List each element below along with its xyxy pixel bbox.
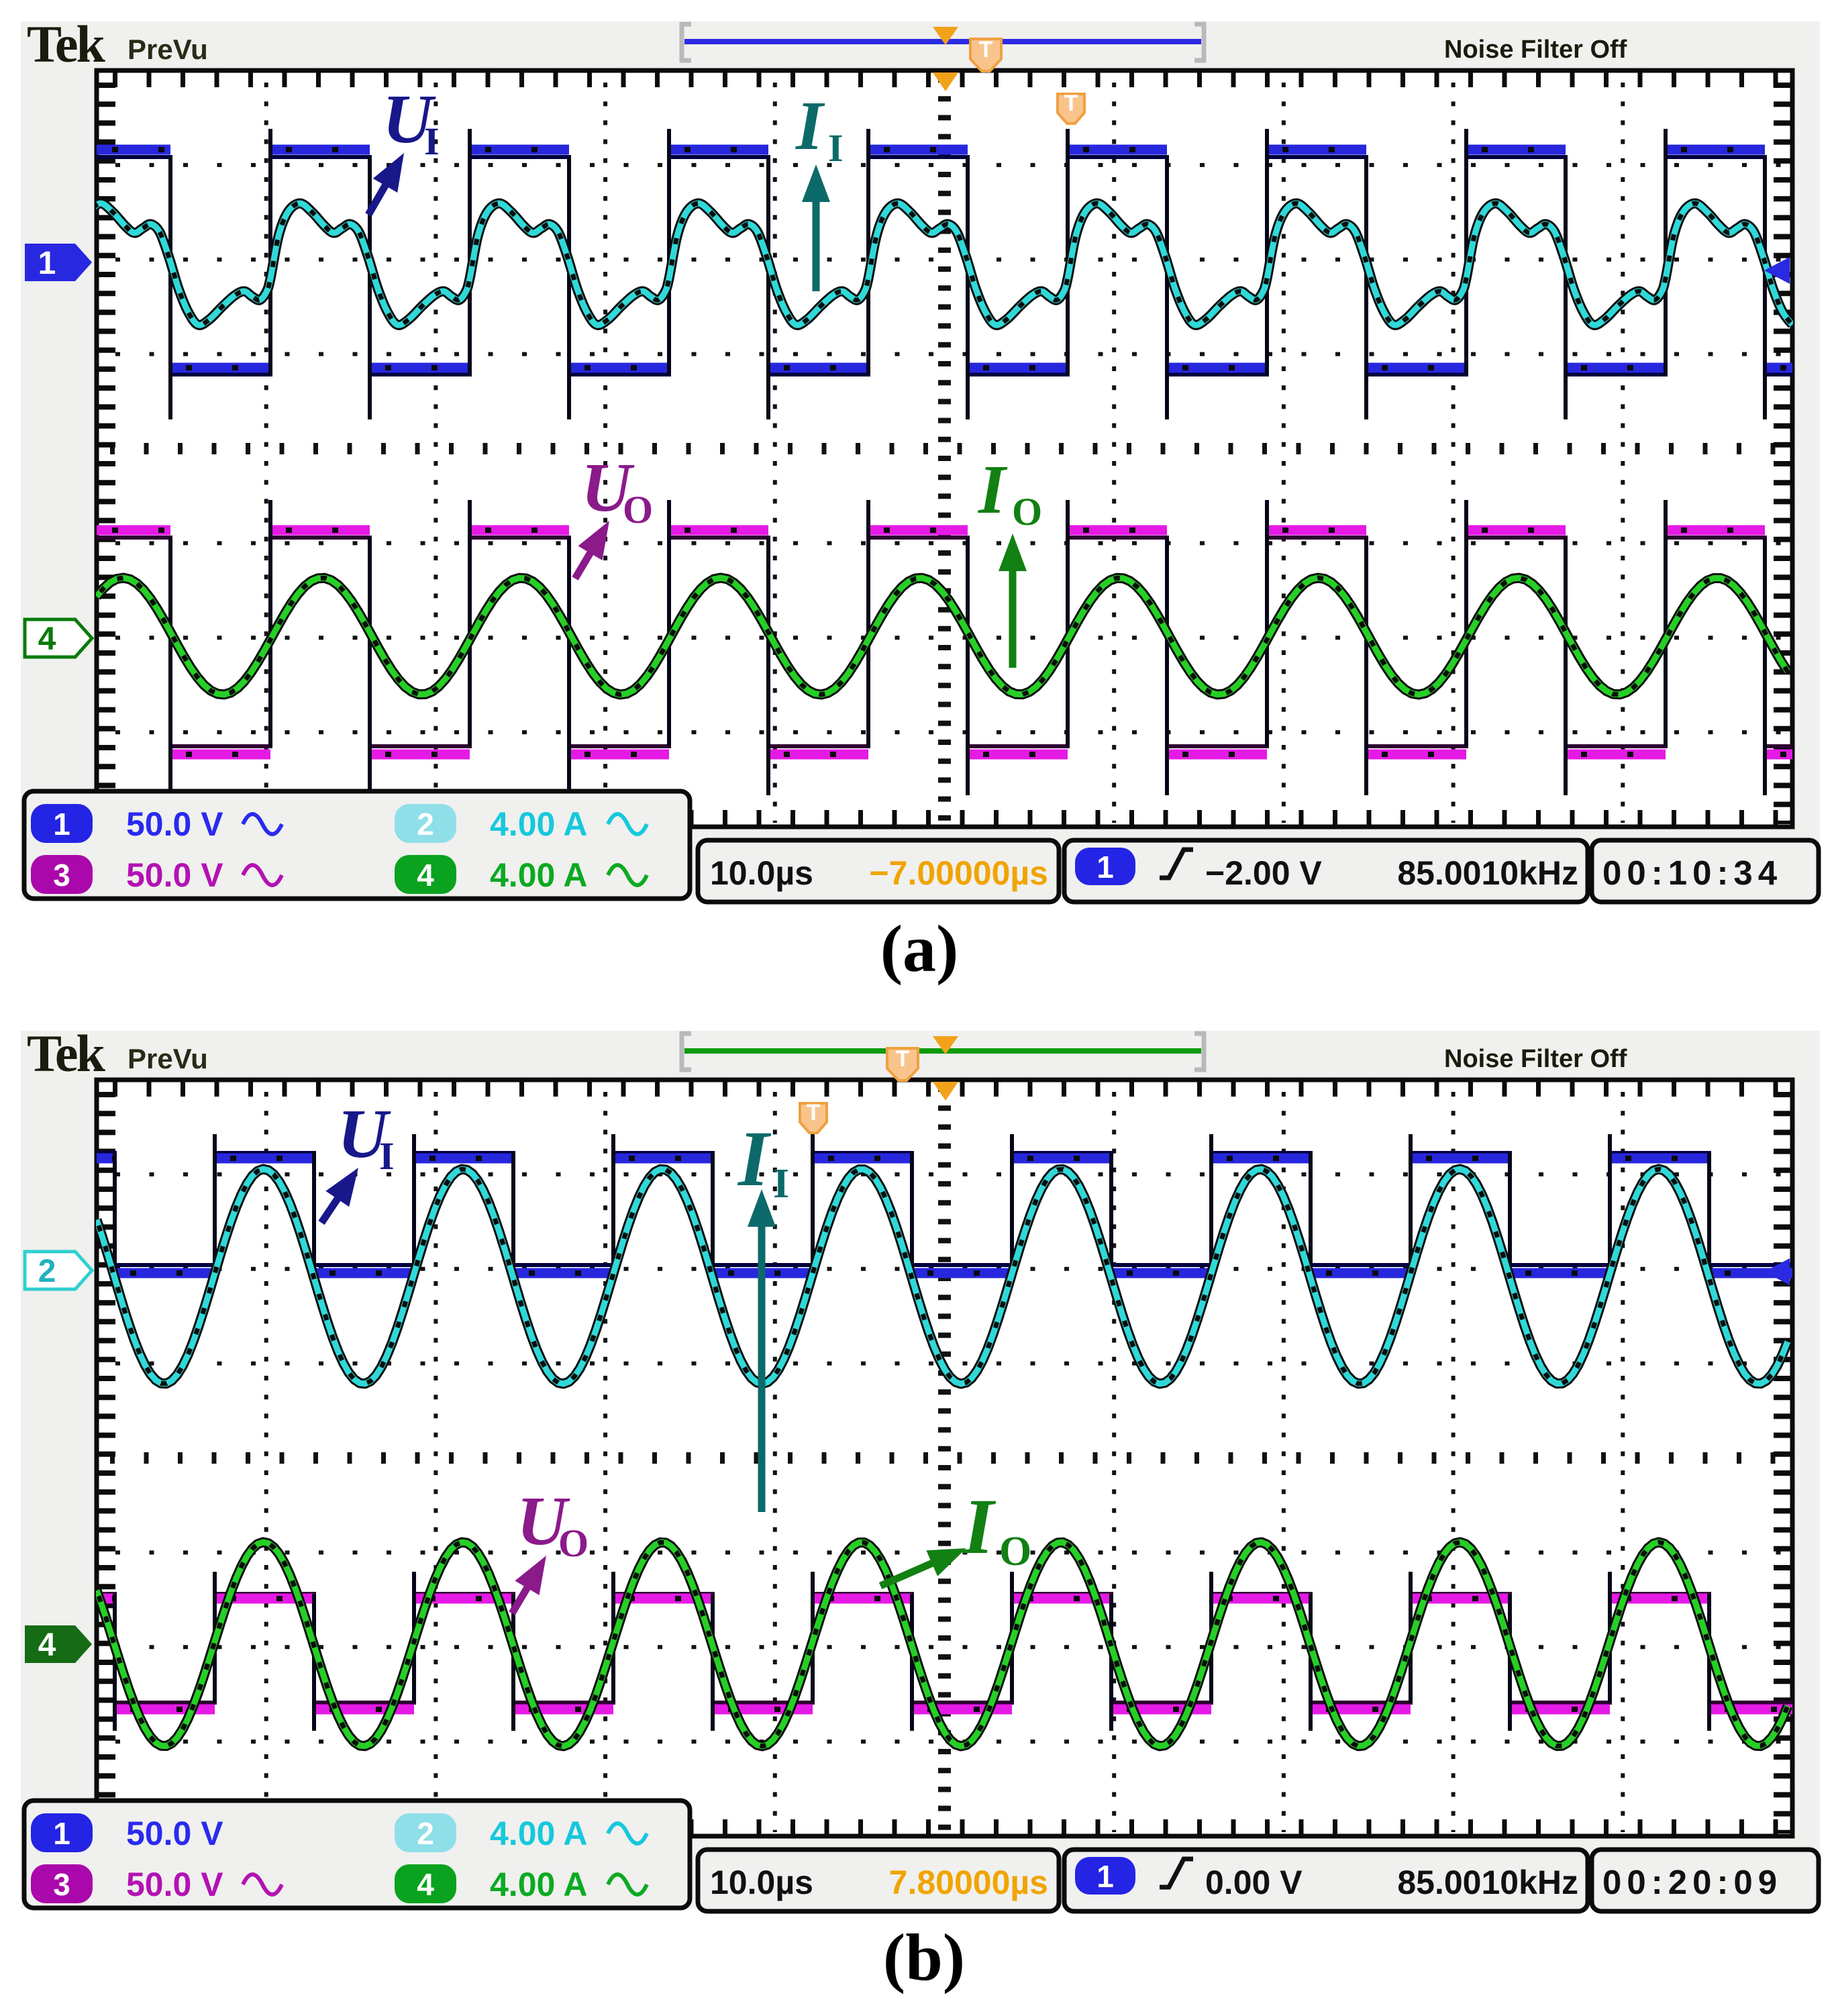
svg-text:00:20:09: 00:20:09	[1602, 1863, 1782, 1901]
svg-text:10.0µs: 10.0µs	[710, 854, 813, 892]
svg-text:3: 3	[53, 858, 70, 893]
svg-text:T: T	[807, 1100, 821, 1125]
svg-text:(a): (a)	[880, 911, 959, 986]
svg-text:T: T	[1064, 91, 1078, 116]
svg-text:10.0µs: 10.0µs	[710, 1864, 813, 1901]
svg-text:4.00 A: 4.00 A	[490, 805, 587, 843]
svg-text:I: I	[424, 119, 440, 163]
svg-text:U: U	[338, 1095, 391, 1172]
svg-text:4.00 A: 4.00 A	[490, 1815, 587, 1852]
svg-text:Tek: Tek	[27, 15, 105, 73]
svg-text:I: I	[773, 1161, 789, 1207]
svg-text:7.80000µs: 7.80000µs	[889, 1864, 1048, 1901]
svg-text:85.0010kHz: 85.0010kHz	[1397, 1864, 1578, 1901]
svg-text:O: O	[558, 1521, 589, 1565]
svg-text:4.00 A: 4.00 A	[490, 856, 587, 894]
svg-text:−2.00 V: −2.00 V	[1205, 854, 1322, 892]
svg-text:I: I	[379, 1134, 395, 1178]
svg-text:2: 2	[38, 1254, 56, 1289]
svg-text:I: I	[795, 87, 825, 164]
svg-text:U: U	[382, 81, 436, 158]
svg-text:1: 1	[1096, 850, 1114, 885]
svg-text:I: I	[977, 451, 1008, 528]
svg-text:50.0 V: 50.0 V	[126, 1815, 223, 1852]
svg-text:1: 1	[53, 807, 70, 842]
svg-text:T: T	[979, 37, 993, 62]
svg-text:50.0 V: 50.0 V	[126, 1866, 223, 1903]
svg-text:O: O	[999, 1529, 1031, 1574]
svg-text:4: 4	[38, 1627, 56, 1663]
svg-text:2: 2	[417, 1816, 434, 1851]
svg-text:85.0010kHz: 85.0010kHz	[1397, 854, 1578, 892]
svg-text:−7.00000µs: −7.00000µs	[869, 854, 1048, 892]
svg-text:PreVu: PreVu	[128, 1043, 208, 1074]
svg-text:Noise Filter Off: Noise Filter Off	[1444, 36, 1627, 64]
svg-text:2: 2	[417, 807, 434, 842]
svg-text:0.00 V: 0.00 V	[1205, 1864, 1303, 1901]
svg-text:4: 4	[38, 621, 56, 657]
svg-text:T: T	[896, 1046, 910, 1072]
svg-text:1: 1	[53, 1816, 70, 1851]
svg-text:O: O	[623, 488, 653, 532]
svg-text:O: O	[1012, 490, 1042, 534]
svg-text:(b): (b)	[883, 1920, 965, 1995]
svg-text:I: I	[737, 1115, 772, 1203]
svg-text:4: 4	[417, 858, 434, 893]
svg-text:50.0 V: 50.0 V	[126, 805, 223, 843]
svg-text:4: 4	[417, 1867, 434, 1902]
svg-text:50.0 V: 50.0 V	[126, 856, 223, 894]
svg-text:PreVu: PreVu	[128, 34, 208, 65]
svg-text:Tek: Tek	[27, 1024, 105, 1082]
svg-text:00:10:34: 00:10:34	[1602, 854, 1782, 892]
svg-text:Noise Filter Off: Noise Filter Off	[1444, 1045, 1627, 1073]
svg-text:4.00 A: 4.00 A	[490, 1866, 587, 1903]
svg-text:I: I	[828, 126, 844, 170]
svg-text:U: U	[581, 449, 635, 526]
svg-text:1: 1	[1096, 1859, 1114, 1894]
svg-text:U: U	[517, 1482, 570, 1560]
svg-text:3: 3	[53, 1867, 70, 1902]
svg-text:I: I	[962, 1482, 997, 1570]
svg-text:1: 1	[38, 246, 56, 281]
